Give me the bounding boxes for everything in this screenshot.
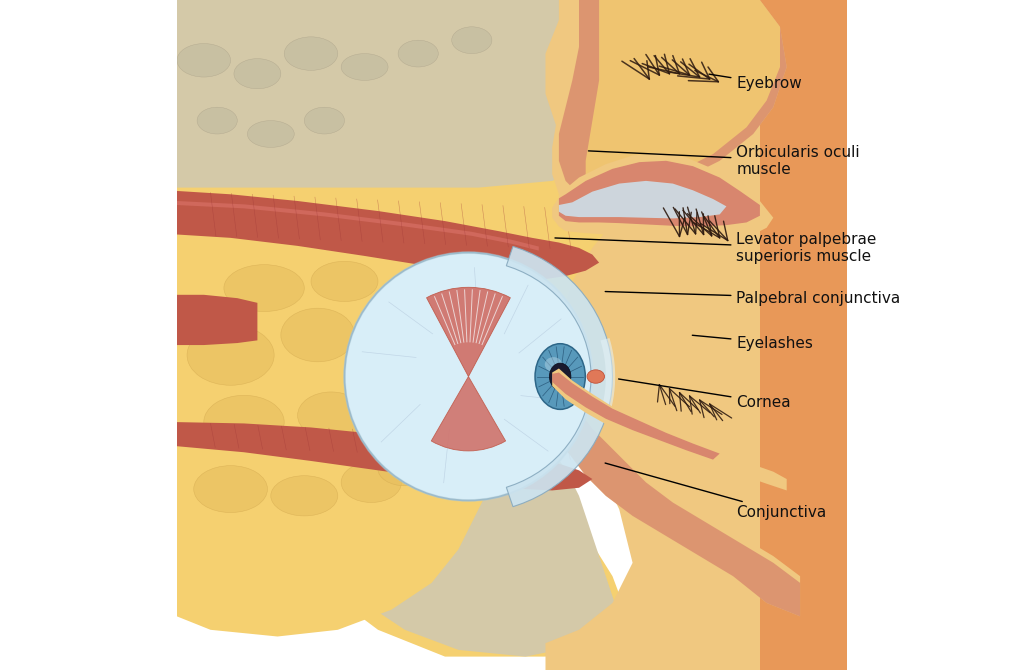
Ellipse shape [187, 325, 274, 385]
Polygon shape [760, 0, 847, 670]
Polygon shape [552, 362, 800, 616]
Ellipse shape [204, 395, 285, 449]
Text: Conjunctiva: Conjunctiva [605, 463, 826, 520]
Polygon shape [600, 338, 615, 415]
Polygon shape [546, 0, 847, 670]
Ellipse shape [285, 37, 338, 70]
Polygon shape [552, 0, 786, 201]
Polygon shape [586, 0, 780, 194]
Polygon shape [177, 429, 620, 657]
Text: Palpebral conjunctiva: Palpebral conjunctiva [605, 291, 901, 306]
Polygon shape [559, 161, 760, 226]
Polygon shape [552, 153, 773, 240]
Ellipse shape [224, 265, 304, 312]
Polygon shape [552, 373, 720, 460]
Polygon shape [559, 181, 726, 218]
Text: Eyelashes: Eyelashes [692, 335, 813, 350]
Ellipse shape [452, 27, 492, 54]
Polygon shape [177, 422, 593, 490]
Polygon shape [559, 0, 786, 201]
Ellipse shape [398, 40, 438, 67]
Ellipse shape [550, 363, 571, 390]
Text: Cornea: Cornea [618, 379, 792, 409]
Polygon shape [177, 0, 652, 188]
Polygon shape [177, 191, 599, 280]
Ellipse shape [298, 392, 365, 439]
Ellipse shape [270, 476, 338, 516]
Ellipse shape [545, 357, 562, 372]
Polygon shape [506, 247, 612, 507]
Ellipse shape [233, 59, 281, 89]
Ellipse shape [341, 462, 401, 502]
Polygon shape [177, 295, 257, 345]
Polygon shape [177, 201, 539, 251]
Circle shape [344, 253, 593, 500]
Ellipse shape [194, 466, 267, 513]
Ellipse shape [304, 107, 344, 134]
Ellipse shape [536, 344, 586, 409]
Text: Orbicularis oculi
muscle: Orbicularis oculi muscle [589, 145, 860, 177]
Polygon shape [552, 369, 786, 490]
Polygon shape [552, 375, 800, 616]
Ellipse shape [385, 369, 438, 409]
Wedge shape [431, 377, 506, 451]
Ellipse shape [177, 44, 230, 77]
Ellipse shape [197, 107, 238, 134]
Wedge shape [427, 287, 510, 377]
Polygon shape [177, 0, 652, 657]
Ellipse shape [281, 308, 354, 362]
Ellipse shape [341, 54, 388, 80]
Ellipse shape [378, 452, 431, 486]
Polygon shape [177, 201, 546, 636]
Ellipse shape [248, 121, 294, 147]
Ellipse shape [381, 281, 441, 322]
Ellipse shape [587, 370, 604, 383]
Ellipse shape [311, 261, 378, 302]
Text: Levator palpebrae
superioris muscle: Levator palpebrae superioris muscle [555, 232, 877, 264]
Text: Eyebrow: Eyebrow [709, 74, 802, 91]
